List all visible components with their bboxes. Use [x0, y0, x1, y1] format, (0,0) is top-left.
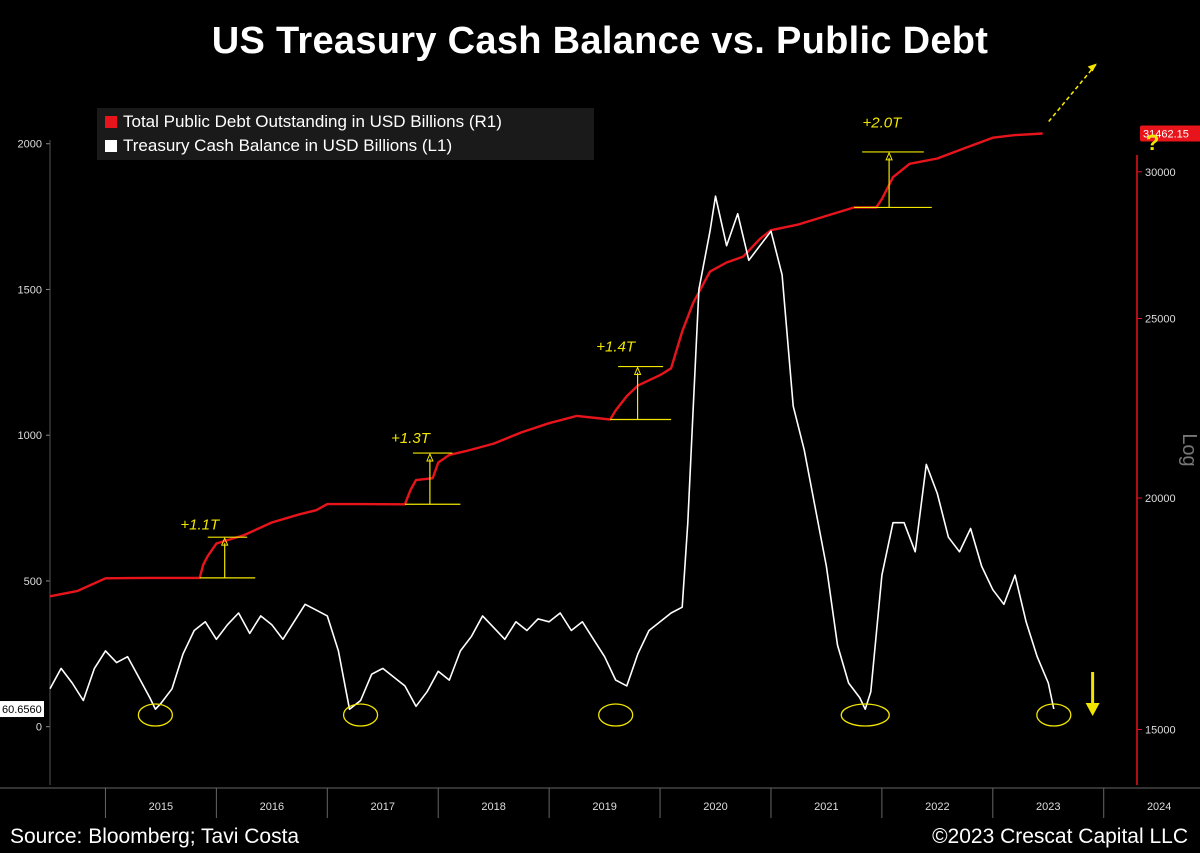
right-axis-tick-label: 30000 [1145, 167, 1176, 179]
cash-series-line [49, 195, 1055, 711]
increase-annotation: +1.1T [180, 516, 221, 533]
x-axis-tick-label: 2016 [260, 801, 284, 813]
legend-label: Treasury Cash Balance in USD Billions (L… [123, 136, 452, 155]
legend-label: Total Public Debt Outstanding in USD Bil… [123, 112, 502, 131]
low-highlight-ellipse [1036, 703, 1072, 727]
x-axis-tick-label: 2023 [1036, 801, 1060, 813]
increase-annotation: +2.0T [862, 115, 903, 132]
cash-last-value-label: 60.6560 [2, 704, 42, 716]
cash-last-value-tag [0, 701, 44, 718]
step-arrow-head [633, 366, 642, 376]
annotation-layer: +1.1T +1.3T +1.4T +2.0T? [137, 62, 1159, 727]
low-highlight-ellipse [598, 703, 634, 727]
low-highlight-ellipse [840, 703, 890, 727]
increase-annotation: +1.4T [596, 338, 637, 355]
legend-swatch [105, 116, 117, 128]
low-highlight-ellipse [342, 703, 379, 727]
x-axis-tick-label: 2020 [703, 801, 727, 813]
page-title: US Treasury Cash Balance vs. Public Debt [211, 20, 989, 62]
x-axis-tick-label: 2021 [814, 801, 838, 813]
legend: Total Public Debt Outstanding in USD Bil… [97, 108, 594, 160]
debt-last-value-tag [1140, 125, 1200, 142]
x-axis-tick-label: 2018 [481, 801, 505, 813]
low-highlight-ellipse [137, 703, 174, 727]
x-axis-tick-label: 2019 [592, 801, 616, 813]
increase-annotation: +1.3T [391, 430, 432, 447]
down-arrow-head [1085, 703, 1100, 716]
source-text: Source: Bloomberg; Tavi Costa [10, 825, 300, 848]
dashed-arrow-head [1087, 63, 1097, 72]
left-axis-tick-label: 1000 [18, 430, 42, 442]
step-arrow-head [220, 536, 229, 546]
x-axis-tick-label: 2022 [925, 801, 949, 813]
legend-box [97, 108, 594, 160]
right-axis-tick-label: 25000 [1145, 313, 1176, 325]
left-axis-tick-label: 2000 [18, 139, 42, 151]
debt-last-value-label: 31462.15 [1143, 129, 1189, 141]
left-axis-tick-label: 1500 [18, 284, 42, 296]
step-arrow-head [885, 151, 893, 161]
legend-swatch [105, 140, 117, 152]
question-annotation: ? [1146, 130, 1159, 155]
step-arrow-head [426, 452, 434, 462]
series-layer [49, 132, 1055, 711]
right-axis-tick-label: 15000 [1145, 724, 1176, 736]
left-axis-tick-label: 500 [24, 576, 42, 588]
axes: 0 500 1000 1500 2000 15000 20000 25000 30000 Log 2… [0, 125, 1200, 818]
copyright-text: ©2023 Crescat Capital LLC [932, 825, 1188, 848]
x-axis-tick-label: 2017 [371, 801, 395, 813]
x-axis-tick-label: 2015 [149, 801, 173, 813]
left-axis-tick-label: 0 [36, 722, 42, 734]
dashed-arrow-line [1048, 62, 1098, 123]
right-axis-label: Log [1178, 433, 1200, 466]
x-axis-tick-label: 2024 [1147, 801, 1171, 813]
right-axis-tick-label: 20000 [1145, 493, 1176, 505]
